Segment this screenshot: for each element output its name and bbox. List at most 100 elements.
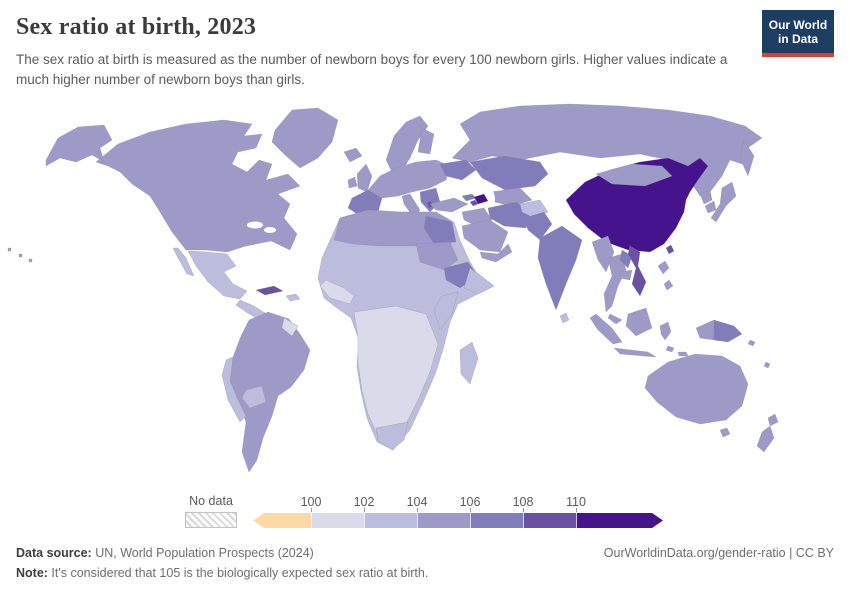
legend-tickmark	[523, 508, 524, 512]
page-title: Sex ratio at birth, 2023	[16, 14, 257, 40]
data-source-text: UN, World Population Prospects (2024)	[91, 546, 314, 560]
map-legend: No data 100 102 104 106 108 110	[185, 494, 663, 528]
legend-tickmark	[470, 508, 471, 512]
map-region-kazakhstan[interactable]	[469, 155, 549, 191]
map-region-madagascar[interactable]	[459, 341, 479, 385]
chart-header: Sex ratio at birth, 2023 The sex ratio a…	[16, 10, 834, 89]
data-source-label: Data source:	[16, 546, 92, 560]
legend-no-data[interactable]: No data	[185, 494, 237, 528]
legend-tick-108: 108	[512, 495, 534, 509]
map-region-australia[interactable]	[644, 353, 749, 425]
owid-logo-line2: in Data	[777, 32, 818, 47]
legend-bin-lt-100[interactable]	[253, 513, 311, 528]
map-region-somalia[interactable]	[463, 267, 495, 295]
legend-tickmark	[364, 508, 365, 512]
legend-tick-102: 102	[353, 495, 375, 509]
map-region-yemen-oman[interactable]	[479, 243, 513, 263]
map-region-ireland[interactable]	[347, 176, 358, 189]
data-source-line: Data source: UN, World Population Prospe…	[16, 546, 834, 560]
map-region-malaysia[interactable]	[607, 313, 623, 325]
map-region-tasmania[interactable]	[719, 427, 731, 438]
map-region-borneo[interactable]	[625, 307, 653, 337]
map-region-pakistan[interactable]	[523, 211, 553, 241]
map-region-java[interactable]	[613, 347, 657, 358]
map-region-iceland[interactable]	[343, 147, 363, 163]
legend-bar-segments	[253, 513, 663, 528]
map-region-cambodia[interactable]	[619, 269, 633, 281]
map-region-armenia[interactable]	[469, 199, 479, 207]
map-region-greenland[interactable]	[271, 107, 339, 169]
legend-color-bar: 100 102 104 106 108 110	[253, 495, 663, 528]
legend-tick-100: 100	[300, 495, 322, 509]
legend-bin-106-108[interactable]	[470, 513, 523, 528]
map-region-mexico[interactable]	[187, 250, 248, 300]
map-region-south-america[interactable]	[229, 311, 311, 473]
map-region-azerbaijan[interactable]	[473, 193, 489, 205]
map-region-sri-lanka[interactable]	[559, 312, 570, 324]
map-region-saudi-arabia[interactable]	[461, 219, 509, 253]
map-region-peru[interactable]	[221, 356, 247, 423]
map-region-japan[interactable]	[710, 181, 737, 223]
chart-subtitle: The sex ratio at birth is measured as th…	[16, 52, 728, 87]
map-region-turkey[interactable]	[429, 197, 469, 213]
map-region-new-zealand-north[interactable]	[767, 413, 779, 427]
legend-tickmark	[576, 508, 577, 512]
note-label: Note:	[16, 566, 48, 580]
legend-tick-104: 104	[406, 495, 428, 509]
map-region-sumatra[interactable]	[589, 313, 623, 345]
map-region-baja-california[interactable]	[172, 247, 195, 277]
map-region-cuba[interactable]	[255, 285, 284, 296]
map-region-georgia[interactable]	[461, 193, 477, 202]
map-region-united-kingdom[interactable]	[356, 163, 373, 193]
map-region-ukraine[interactable]	[439, 159, 477, 181]
map-region-alaska[interactable]	[45, 124, 113, 167]
map-region-kamchatka[interactable]	[739, 139, 755, 177]
map-region-new-zealand-south[interactable]	[756, 425, 775, 453]
legend-bin-108-110[interactable]	[523, 513, 576, 528]
map-region-north-korea[interactable]	[699, 189, 713, 205]
map-region-guyana-suriname[interactable]	[281, 317, 299, 337]
legend-tickmark	[311, 508, 312, 512]
map-region-central-southern-africa[interactable]	[353, 305, 439, 445]
map-region-papua-new-guinea[interactable]	[713, 319, 743, 343]
chart-footer: Data source: UN, World Population Prospe…	[16, 546, 834, 586]
legend-bin-gt-110[interactable]	[576, 513, 663, 528]
map-region-bolivia[interactable]	[241, 385, 267, 409]
map-region-philippines[interactable]	[657, 260, 674, 291]
legend-no-data-label: No data	[189, 494, 233, 508]
map-region-hawaii[interactable]	[7, 247, 33, 263]
legend-tick-110: 110	[566, 495, 586, 509]
map-region-europe-mainland[interactable]	[367, 159, 451, 199]
owid-license-link[interactable]: OurWorldinData.org/gender-ratio | CC BY	[603, 546, 834, 560]
map-region-russia[interactable]	[451, 103, 763, 197]
map-region-hispaniola[interactable]	[285, 293, 301, 302]
map-region-maluku-timor[interactable]	[665, 345, 689, 357]
map-region-sulawesi[interactable]	[659, 321, 672, 341]
legend-bin-102-104[interactable]	[364, 513, 417, 528]
map-region-south-africa[interactable]	[375, 421, 409, 451]
map-region-west-papua[interactable]	[695, 319, 715, 341]
legend-bin-100-102[interactable]	[311, 513, 364, 528]
owid-logo[interactable]: Our World in Data	[762, 10, 834, 57]
caspian-sea	[485, 189, 495, 211]
great-lakes	[247, 221, 276, 233]
map-region-kenya-tanzania[interactable]	[433, 291, 459, 331]
map-region-canada-united-states[interactable]	[95, 119, 301, 253]
legend-no-data-swatch[interactable]	[185, 512, 237, 528]
map-region-sudan-chad[interactable]	[415, 241, 459, 271]
map-region-guinea-coast[interactable]	[319, 279, 355, 305]
legend-tickmark	[417, 508, 418, 512]
map-region-mongolia[interactable]	[595, 163, 673, 187]
note-line: Note: It's considered that 105 is the bi…	[16, 566, 834, 580]
map-region-india[interactable]	[537, 225, 583, 311]
owid-logo-line1: Our World	[768, 18, 828, 32]
map-region-finland[interactable]	[417, 127, 435, 155]
map-region-pacific-islands[interactable]	[747, 339, 771, 369]
world-map-svg	[7, 103, 779, 473]
legend-tick-106: 106	[459, 495, 481, 509]
map-region-taiwan[interactable]	[665, 244, 675, 255]
world-choropleth-map	[0, 100, 850, 492]
legend-bin-104-106[interactable]	[417, 513, 470, 528]
map-region-vietnam[interactable]	[627, 245, 647, 297]
note-text: It's considered that 105 is the biologic…	[47, 566, 429, 580]
